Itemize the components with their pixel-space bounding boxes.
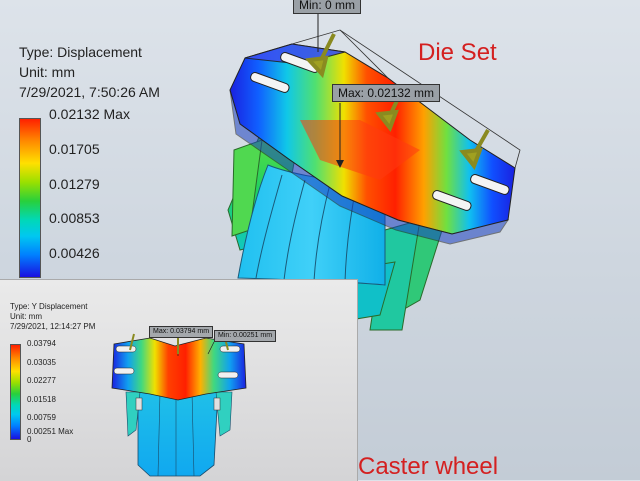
result-timestamp: 7/29/2021, 7:50:26 AM [19, 84, 160, 100]
inset-result-timestamp: 7/29/2021, 12:14:27 PM [10, 322, 96, 331]
inset-legend-label: 0.00251 Max [27, 427, 74, 436]
inset-max-probe-label[interactable]: Max: 0.03794 mm [149, 326, 214, 338]
force-arrow-icon [459, 129, 490, 171]
inset-model-title: Caster wheel [358, 453, 499, 480]
inset-legend-label: 0.01518 [27, 395, 56, 404]
result-unit: Unit: mm [19, 64, 75, 80]
inset-legend-label: 0.03794 [27, 339, 56, 348]
inset-legend-label: 0.02277 [27, 376, 56, 385]
inset-view[interactable]: Type: Y Displacement Unit: mm 7/29/2021,… [0, 279, 358, 481]
force-arrow-icon [304, 33, 336, 79]
inset-legend-label: 0.00759 [27, 413, 56, 422]
legend-color-bar [19, 118, 41, 278]
inset-result-info: Type: Y Displacement Unit: mm 7/29/2021,… [10, 302, 95, 332]
max-probe-label[interactable]: Max: 0.02132 mm [332, 84, 441, 102]
inset-legend-label: 0 [27, 435, 32, 444]
legend-label: 0.00426 [49, 245, 100, 261]
inset-result-unit: Unit: mm [10, 312, 42, 321]
inset-legend-color-bar [10, 344, 21, 440]
result-type: Type: Displacement [19, 44, 142, 60]
inset-legend-label: 0.03035 [27, 358, 56, 367]
result-info: Type: Displacement Unit: mm 7/29/2021, 7… [19, 42, 160, 102]
inset-result-type: Type: Y Displacement [10, 302, 88, 311]
legend-label: 0.01705 [49, 141, 100, 157]
legend-label: 0.02132 Max [49, 106, 130, 122]
inset-min-probe-label[interactable]: Min: 0.00251 mm [214, 330, 277, 342]
min-probe-label[interactable]: Min: 0 mm [293, 0, 362, 14]
caster-wheel-model[interactable] [0, 280, 357, 481]
model-title: Die Set [418, 39, 497, 66]
legend-label: 0.00853 [49, 210, 100, 226]
legend-label: 0.01279 [49, 176, 100, 192]
